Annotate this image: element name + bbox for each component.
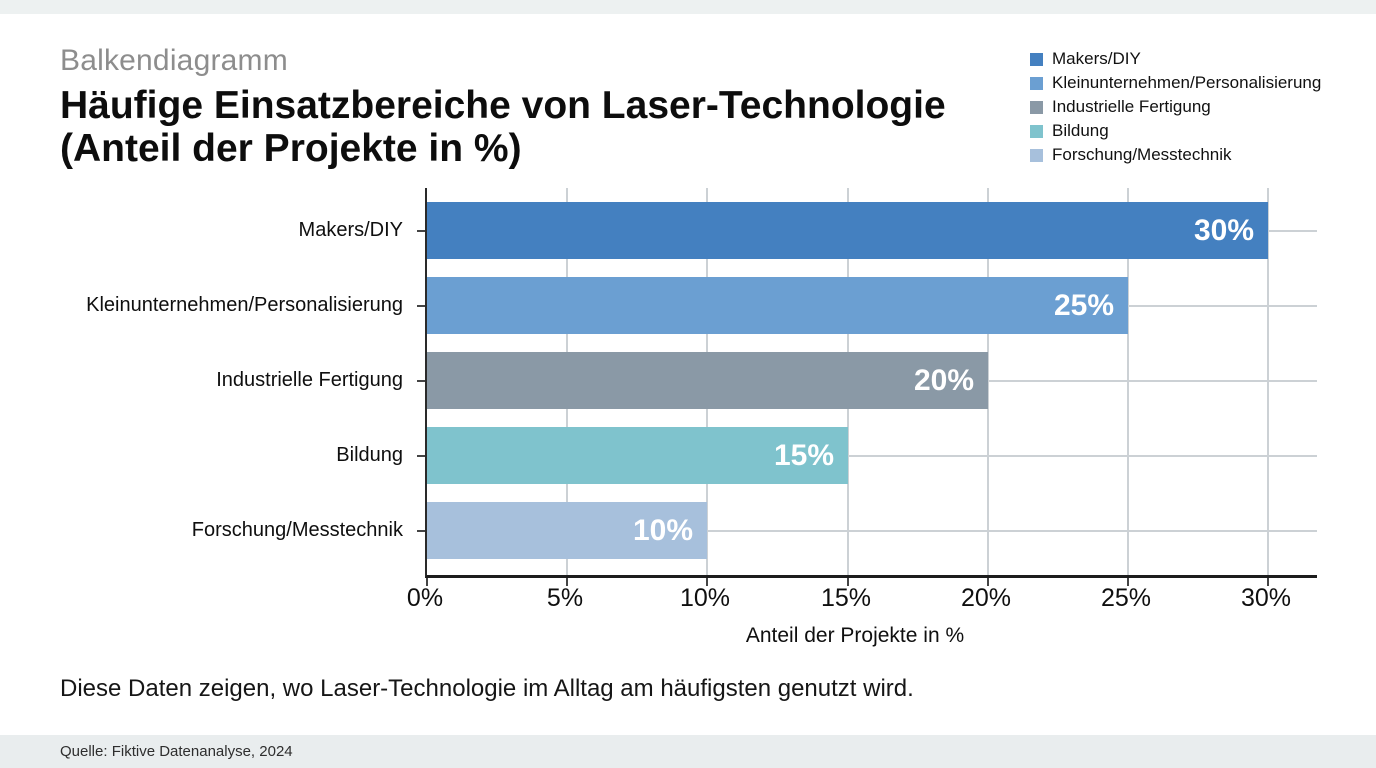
x-axis-title: Anteil der Projekte in % (745, 624, 965, 647)
y-axis-tick (417, 529, 425, 532)
horizontal-gridline (427, 454, 1317, 457)
bar-makers-diy: 30% (427, 202, 1268, 259)
y-axis-tick (417, 379, 425, 382)
bar-kleinunternehmen-personalisierung: 25% (427, 277, 1128, 334)
x-tick-label: 5% (546, 584, 584, 612)
x-axis-tick (1267, 578, 1269, 586)
category-label: Makers/DIY (298, 219, 403, 241)
bar-value-label: 15% (773, 438, 834, 472)
bar-value-label: 20% (913, 363, 974, 397)
chart-caption-note: Diese Daten zeigen, wo Laser-Technologie… (60, 675, 914, 702)
bar-industrielle-fertigung: 20% (427, 352, 988, 409)
source-text: Quelle: Fiktive Datenanalyse, 2024 (60, 743, 293, 760)
legend-swatch (1030, 124, 1043, 138)
y-axis-tick (417, 454, 425, 457)
legend-swatch (1030, 148, 1043, 162)
x-axis-tick (706, 578, 708, 586)
y-axis-tick (417, 304, 425, 307)
page-title-line-2: (Anteil der Projekte in %) (60, 127, 522, 170)
category-label: Bildung (336, 444, 403, 466)
category-axis-labels: Makers/DIY Kleinunternehmen/Personalisier… (0, 188, 403, 575)
vertical-gridline (987, 188, 989, 575)
bar-value-label: 10% (632, 513, 693, 547)
page-title-line-1: Häufige Einsatzbereiche von Laser-Techno… (60, 84, 946, 127)
category-label: Kleinunternehmen/Personalisierung (86, 294, 403, 316)
x-tick-label: 30% (1240, 584, 1292, 612)
vertical-gridline (1127, 188, 1129, 575)
legend-swatch (1030, 100, 1043, 114)
legend-item: Bildung (1030, 119, 1321, 143)
x-tick-label: 10% (679, 584, 731, 612)
legend-label: Kleinunternehmen/Personalisierung (1052, 73, 1322, 92)
category-label: Industrielle Fertigung (216, 369, 403, 391)
legend-item: Forschung/Messtechnik (1030, 143, 1321, 167)
x-tick-label: 25% (1100, 584, 1152, 612)
y-axis-tick (417, 229, 425, 232)
bar-bildung: 15% (427, 427, 848, 484)
top-accent-strip (0, 0, 1376, 14)
legend-label: Makers/DIY (1052, 49, 1141, 68)
legend-item: Kleinunternehmen/Personalisierung (1030, 71, 1321, 95)
bar-chart-plot-area: 30% 25% 20% 15% 10% (417, 188, 1317, 586)
bar-value-label: 30% (1193, 213, 1254, 247)
legend-label: Forschung/Messtechnik (1052, 145, 1232, 164)
page-title: Häufige Einsatzbereiche von Laser-Techno… (60, 84, 946, 170)
x-axis-tick (987, 578, 989, 586)
legend-item: Industrielle Fertigung (1030, 95, 1321, 119)
x-axis-tick-labels: 0% 5% 10% 15% 20% 25% 30% (407, 584, 1315, 616)
chart-kicker: Balkendiagramm (60, 44, 288, 77)
legend-label: Bildung (1052, 121, 1109, 140)
legend-swatch (1030, 52, 1043, 66)
legend-swatch (1030, 76, 1043, 90)
bar-value-label: 25% (1053, 288, 1114, 322)
x-axis-tick (1127, 578, 1129, 586)
bar-forschung-messtechnik: 10% (427, 502, 707, 559)
source-footer-bar: Quelle: Fiktive Datenanalyse, 2024 (0, 735, 1376, 768)
legend-item: Makers/DIY (1030, 47, 1321, 71)
x-tick-label: 20% (960, 584, 1012, 612)
x-axis-tick (566, 578, 568, 586)
chart-legend: Makers/DIY Kleinunternehmen/Personalisier… (1030, 47, 1321, 167)
x-tick-label: 15% (820, 584, 872, 612)
legend-label: Industrielle Fertigung (1052, 97, 1211, 116)
vertical-gridline (1267, 188, 1269, 575)
category-label: Forschung/Messtechnik (191, 519, 403, 541)
x-axis-tick (847, 578, 849, 586)
x-tick-label: 0% (406, 584, 444, 612)
horizontal-gridline (427, 529, 1317, 532)
x-axis-tick (426, 578, 428, 586)
